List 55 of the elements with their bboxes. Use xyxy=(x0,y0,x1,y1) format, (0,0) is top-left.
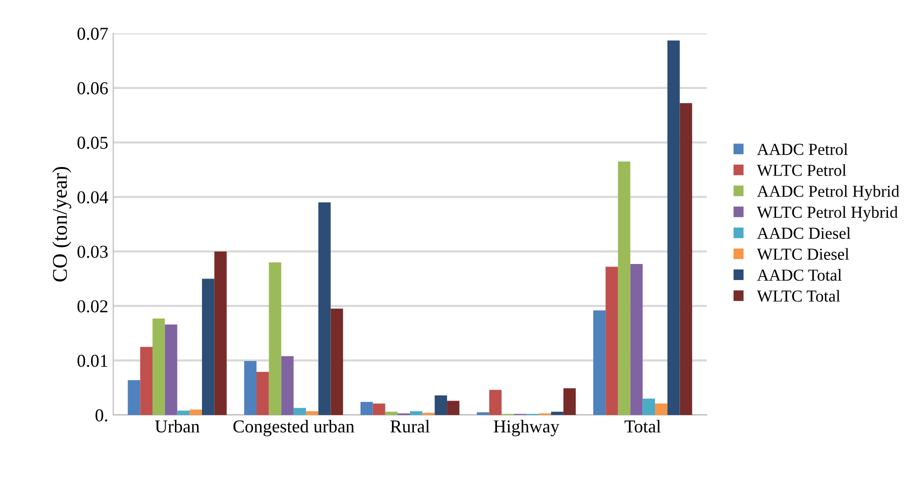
y-tick-label: 0.01 xyxy=(77,354,108,367)
y-tick-label: 0.04 xyxy=(77,191,108,204)
bar xyxy=(667,40,680,415)
y-tick-label: 0.02 xyxy=(77,300,108,312)
bar xyxy=(190,410,202,415)
bar xyxy=(202,278,214,415)
bar xyxy=(281,356,294,415)
bar xyxy=(164,324,178,415)
bar xyxy=(563,388,576,415)
bar xyxy=(294,408,306,415)
bar xyxy=(642,398,656,415)
legend-label: WLTC Petrol Hybrid xyxy=(756,206,898,222)
legend-label: WLTC Total xyxy=(756,290,840,302)
bar xyxy=(306,411,318,415)
x-tick-label: Urban xyxy=(155,420,200,433)
bar xyxy=(489,390,502,415)
bar xyxy=(128,380,140,415)
legend-label: AADC Diesel xyxy=(757,227,851,239)
legend-label: AADC Petrol Hybrid xyxy=(757,185,900,200)
bar xyxy=(655,404,668,415)
bar xyxy=(385,412,398,415)
y-tick-label: 0.07 xyxy=(77,28,108,40)
bar xyxy=(618,162,630,415)
bar xyxy=(360,402,373,415)
y-tick-label: 0.05 xyxy=(77,136,108,149)
legend-label: WLTC Diesel xyxy=(756,248,849,260)
bar xyxy=(244,361,257,415)
bar xyxy=(447,400,460,415)
y-tick-label: 0.06 xyxy=(77,82,108,94)
y-axis-title: CO (ton/year) xyxy=(52,166,72,282)
bar xyxy=(434,395,448,415)
x-tick-label: Highway xyxy=(494,420,560,436)
bar xyxy=(410,411,422,415)
bar xyxy=(152,318,165,415)
y-tick-label: 0.03 xyxy=(77,246,108,258)
y-tick-label: 0. xyxy=(96,409,108,422)
bar xyxy=(606,266,618,415)
bar xyxy=(330,308,344,415)
legend-label: WLTC Petrol xyxy=(756,164,846,176)
bar xyxy=(256,372,269,415)
bar xyxy=(140,346,153,415)
x-tick-label: Total xyxy=(624,420,661,433)
bar xyxy=(630,264,643,415)
legend-label: AADC Petrol xyxy=(757,143,848,155)
bar xyxy=(551,412,564,415)
x-tick-label: Rural xyxy=(390,420,430,433)
bar xyxy=(268,262,282,415)
bar xyxy=(177,410,190,415)
bar xyxy=(372,404,386,415)
bar xyxy=(214,251,227,415)
x-tick-label: Congested urban xyxy=(233,420,354,436)
legend-label: AADC Total xyxy=(757,269,842,281)
bar xyxy=(680,103,692,415)
bar xyxy=(318,202,331,415)
bar xyxy=(593,310,606,415)
